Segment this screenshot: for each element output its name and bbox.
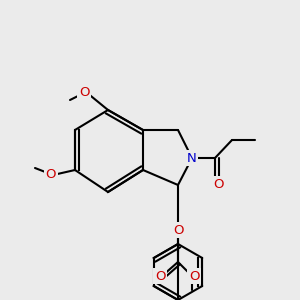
Text: O: O bbox=[155, 269, 165, 283]
Text: N: N bbox=[187, 152, 197, 164]
Text: O: O bbox=[173, 224, 183, 236]
Text: O: O bbox=[213, 178, 223, 190]
Text: O: O bbox=[79, 85, 89, 98]
Text: O: O bbox=[189, 269, 199, 283]
Text: O: O bbox=[46, 169, 56, 182]
